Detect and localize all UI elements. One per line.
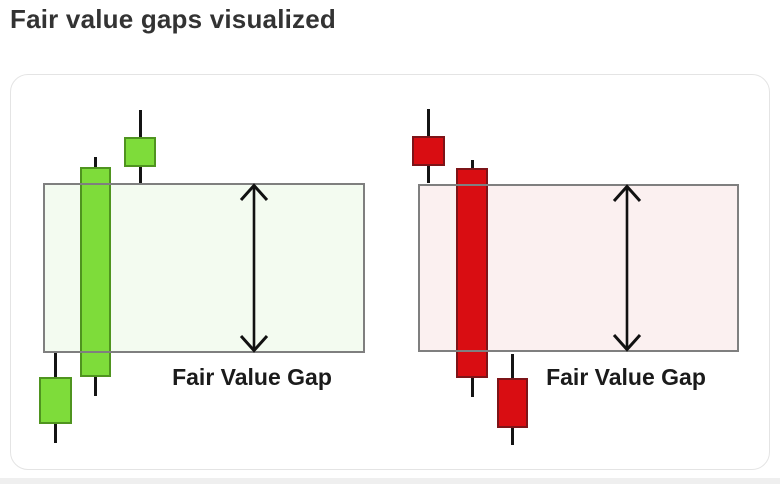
bullish-range-arrow-icon [239,183,269,353]
bearish-range-arrow-icon [612,184,642,352]
bullish-gap-zone-border [43,183,365,353]
bearish-candle-body [497,378,528,428]
bullish-candle-body [80,167,111,377]
bearish-gap-zone-border [418,184,739,352]
bearish-candle-body [412,136,445,166]
page-title: Fair value gaps visualized [10,4,336,34]
bearish-fvg-label: Fair Value Gap [546,364,706,390]
page-bottom-edge [0,478,780,484]
bearish-candle-body [456,168,488,378]
bullish-fvg-label: Fair Value Gap [172,364,332,390]
bullish-candle-body [39,377,72,424]
bullish-candle-body [124,137,156,167]
